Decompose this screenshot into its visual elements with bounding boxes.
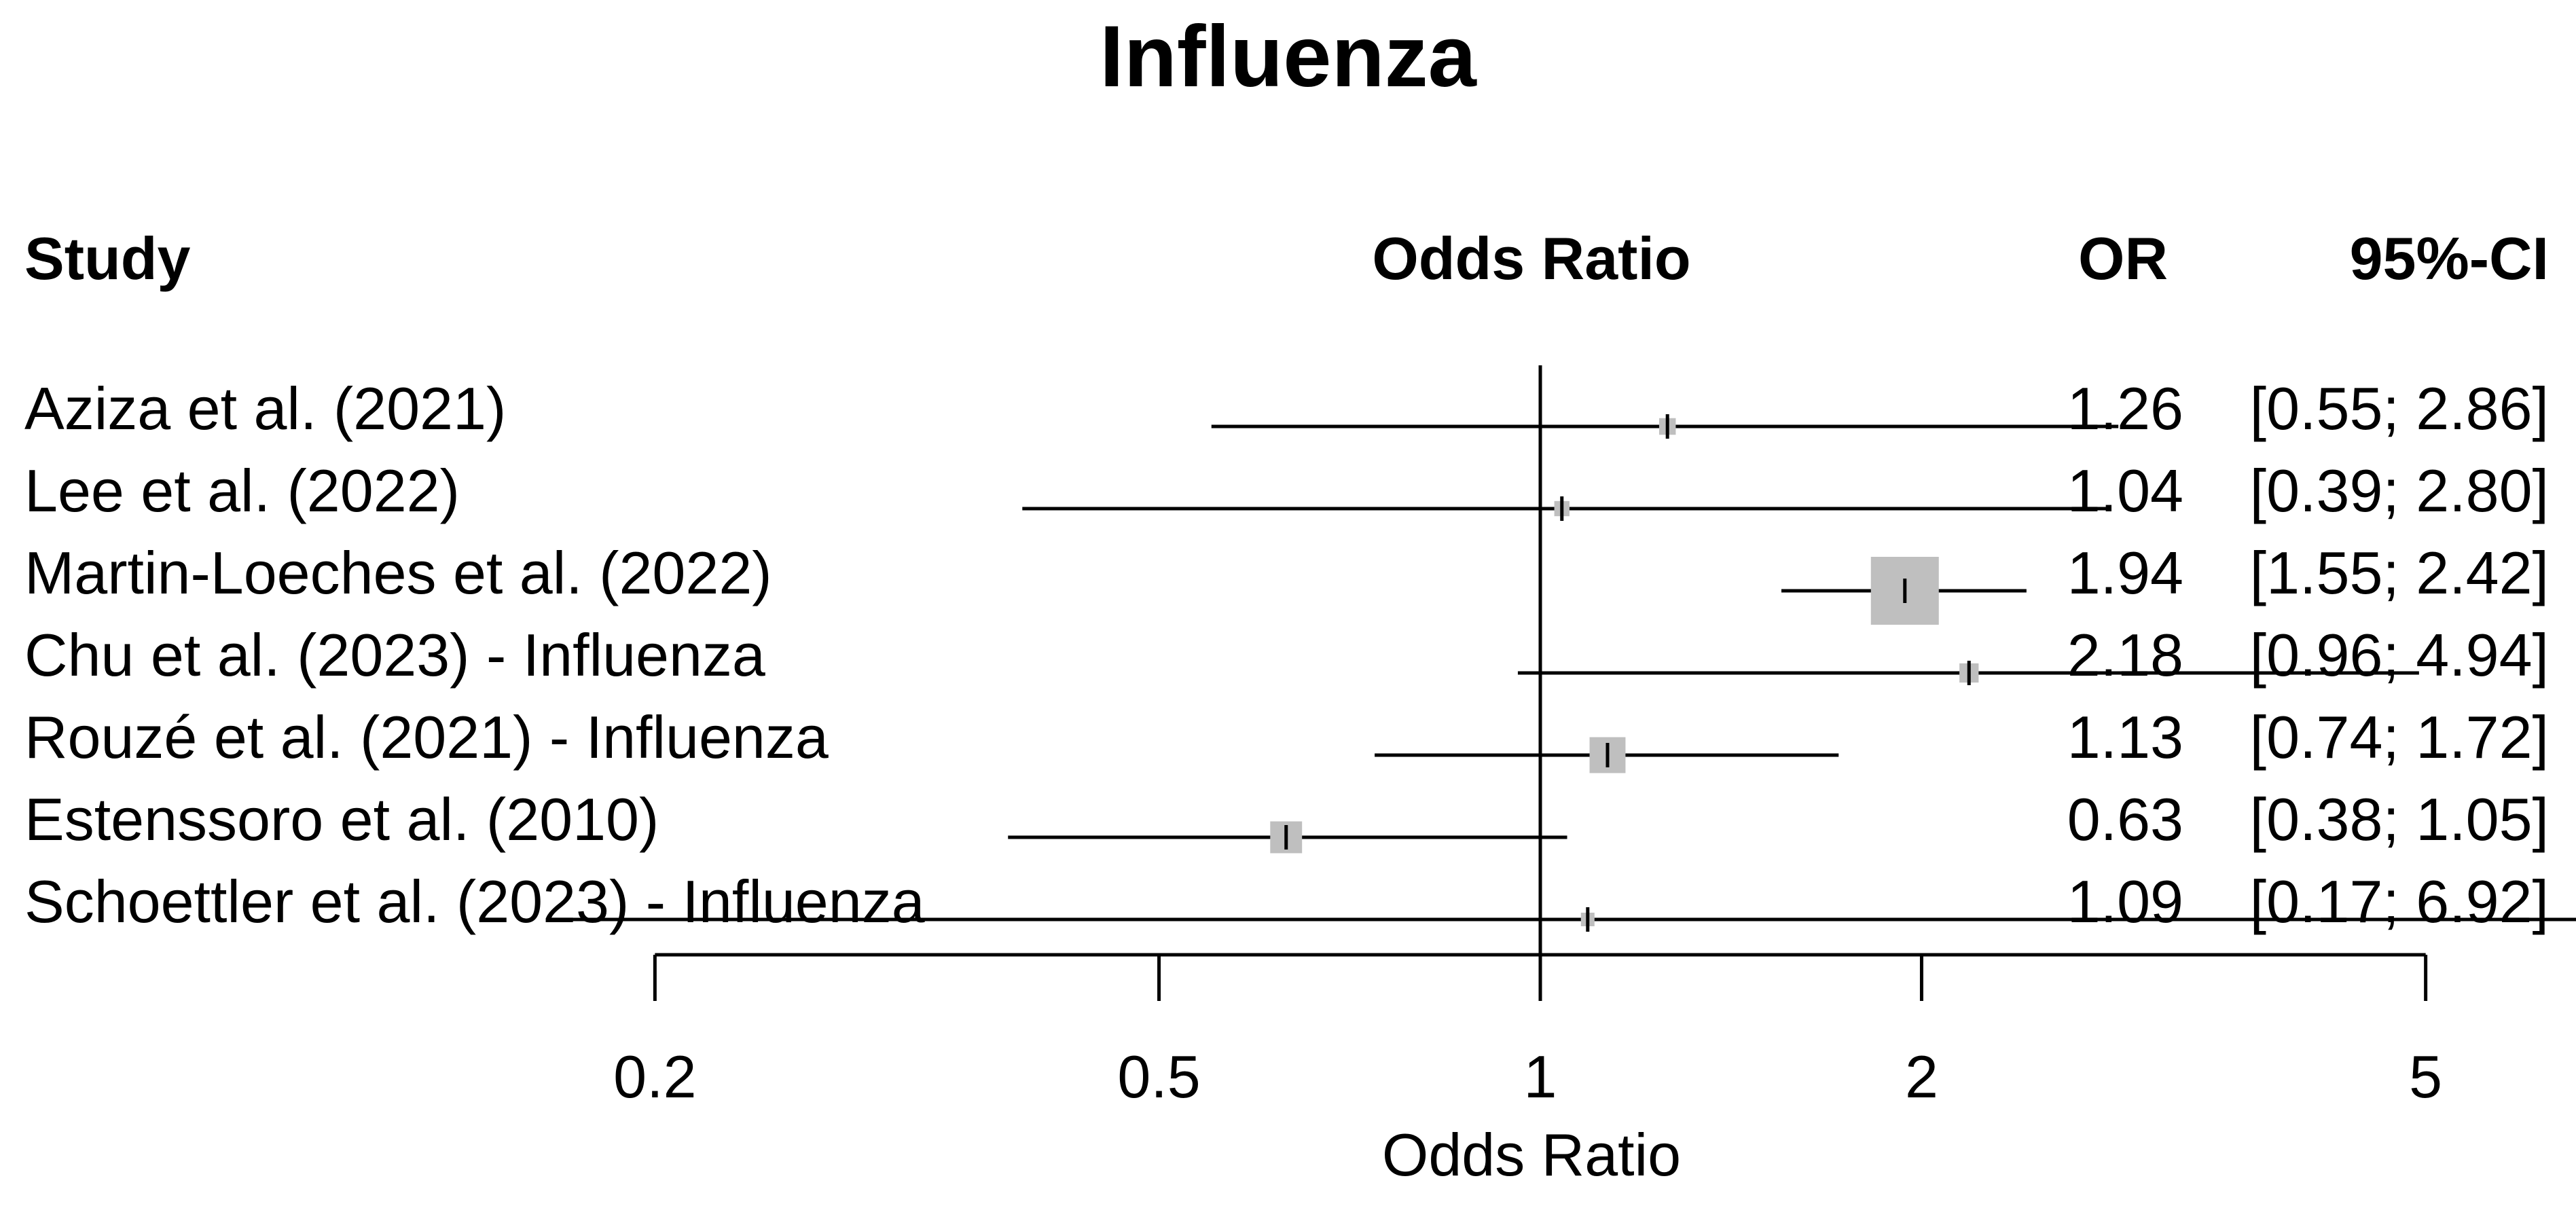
chart-title: Influenza — [1100, 8, 1476, 105]
x-tick-label: 2 — [1904, 1043, 1938, 1110]
x-axis-label: Odds Ratio — [1381, 1121, 1682, 1188]
or-value: 1.94 — [2067, 539, 2183, 606]
or-value: 1.13 — [2067, 704, 2183, 771]
ci-value: [0.17; 6.92] — [2249, 868, 2549, 935]
ci-value: [0.96; 4.94] — [2249, 621, 2549, 689]
x-tick-label: 1 — [1523, 1043, 1557, 1110]
study-label: Rouzé et al. (2021) - Influenza — [24, 704, 829, 771]
ci-value: [0.55; 2.86] — [2249, 375, 2549, 442]
or-value: 1.09 — [2067, 868, 2183, 935]
header-odds-ratio: Odds Ratio — [1372, 225, 1691, 292]
study-label: Lee et al. (2022) — [24, 457, 460, 524]
ci-value: [0.39; 2.80] — [2249, 457, 2549, 524]
header-ci: 95%-CI — [2349, 225, 2549, 292]
study-label: Estenssoro et al. (2010) — [24, 786, 659, 853]
ci-value: [1.55; 2.42] — [2249, 539, 2549, 606]
ci-value: [0.74; 1.72] — [2249, 704, 2549, 771]
study-label: Schoettler et al. (2023) - Influenza — [24, 868, 925, 935]
or-value: 0.63 — [2067, 786, 2183, 853]
x-tick-label: 5 — [2409, 1043, 2443, 1110]
header-or: OR — [2078, 225, 2168, 292]
or-value: 1.04 — [2067, 457, 2183, 524]
ci-value: [0.38; 1.05] — [2249, 786, 2549, 853]
study-label: Chu et al. (2023) - Influenza — [24, 621, 765, 689]
study-label: Aziza et al. (2021) — [24, 375, 507, 442]
x-tick-label: 0.5 — [1117, 1043, 1201, 1110]
x-tick-label: 0.2 — [613, 1043, 697, 1110]
or-value: 1.26 — [2067, 375, 2183, 442]
header-study: Study — [24, 225, 191, 292]
or-value: 2.18 — [2067, 621, 2183, 689]
study-label: Martin-Loeches et al. (2022) — [24, 539, 772, 606]
